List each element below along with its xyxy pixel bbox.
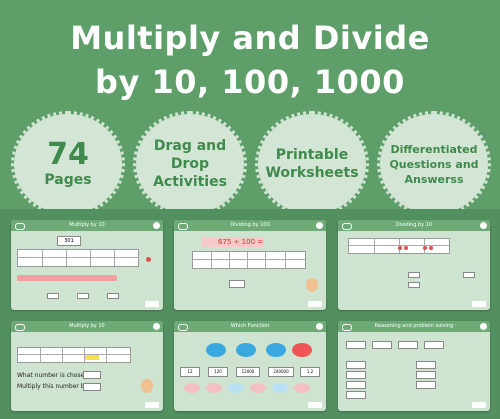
- counter-dot: [146, 257, 151, 262]
- badge-printable-line-2: Worksheets: [265, 165, 359, 181]
- equation-banner: [202, 237, 264, 247]
- function-red: [292, 343, 312, 357]
- prompt-text: Multiply this number by 10.: [17, 383, 100, 390]
- menu-icon: [480, 222, 487, 229]
- slide-preview-1: Multiply by 10 301: [11, 220, 163, 310]
- slide-title-bar: Reasoning and problem solving: [338, 321, 490, 332]
- menu-icon: [316, 323, 323, 330]
- question-text: What number is chosen?: [17, 372, 92, 379]
- next-button[interactable]: [308, 301, 322, 307]
- answer-field[interactable]: [83, 371, 101, 379]
- title-block: Multiply and Divide by 10, 100, 1000: [0, 0, 500, 112]
- character-icon: [141, 379, 153, 393]
- slide-preview-6: Reasoning and problem solving: [338, 321, 490, 411]
- badge-diff-line-3: Answerss: [404, 172, 464, 186]
- answer-field-2[interactable]: [83, 383, 101, 391]
- badge-drag-line-1: Drag and: [153, 138, 227, 154]
- badge-drag-line-2: Drop: [170, 156, 210, 172]
- logo-icon: [15, 324, 25, 331]
- function-blue-1: [206, 343, 226, 357]
- badge-diff-line-1: Differentiated: [390, 142, 478, 156]
- slide-number: 301: [64, 238, 74, 244]
- next-button[interactable]: [145, 301, 159, 307]
- slide-title-bar: Multiply by 10: [11, 220, 163, 231]
- title-line-1: Multiply and Divide: [70, 19, 430, 57]
- value-4: 240000: [273, 369, 289, 374]
- value-5: 1.2: [306, 369, 314, 374]
- next-button[interactable]: [472, 402, 486, 408]
- next-button[interactable]: [145, 402, 159, 408]
- slide-preview-3: Dividing by 10: [338, 220, 490, 310]
- slide-preview-2: Dividing by 100 675 ÷ 100 =: [174, 220, 326, 310]
- badge-diff-line-2: Questions and: [389, 157, 479, 171]
- slide-title: Dividing by 10: [395, 222, 433, 228]
- badge-pages-label: Pages: [44, 172, 92, 188]
- badge-drag-drop: Drag and Drop Activities: [133, 111, 247, 217]
- next-button[interactable]: [472, 301, 486, 307]
- logo-icon: [178, 223, 188, 230]
- function-blue-2: [236, 343, 256, 357]
- logo-icon: [342, 324, 352, 331]
- menu-icon: [153, 222, 160, 229]
- badge-pages-count: 74: [47, 137, 89, 172]
- badge-printable: Printable Worksheets: [255, 111, 369, 217]
- badge-differentiated: Differentiated Questions and Answerss: [377, 111, 491, 217]
- badge-pages: 74 Pages: [11, 111, 125, 217]
- place-value-table: [192, 251, 306, 269]
- number-box: 301: [57, 236, 81, 246]
- logo-icon: [342, 223, 352, 230]
- logo-icon: [178, 324, 188, 331]
- menu-icon: [316, 222, 323, 229]
- slide-title: Dividing by 100: [230, 222, 270, 228]
- slide-title: Multiply by 10: [69, 222, 105, 228]
- slide-title: Multiply by 10: [69, 323, 105, 329]
- function-blue-3: [266, 343, 286, 357]
- value-3: 12000: [241, 369, 255, 374]
- badge-printable-line-1: Printable: [275, 147, 349, 163]
- logo-icon: [15, 223, 25, 230]
- value-2: 120: [214, 369, 222, 374]
- hint-banner: [17, 275, 117, 281]
- place-value-table: [17, 249, 139, 267]
- equation-text: 675 ÷ 100 =: [218, 238, 264, 246]
- place-value-table: [17, 347, 131, 363]
- slide-title: Reasoning and problem solving: [374, 323, 454, 329]
- menu-icon: [480, 323, 487, 330]
- title-line-2: by 10, 100, 1000: [95, 63, 405, 101]
- value-1: 12: [187, 369, 193, 374]
- slide-preview-5: Which Function 12 120 12000 240000 1.2: [174, 321, 326, 411]
- slide-title-bar: Which Function: [174, 321, 326, 332]
- badge-drag-line-3: Activities: [153, 174, 227, 190]
- slide-preview-4: Multiply by 10 What number is chosen? Mu…: [11, 321, 163, 411]
- slide-title-bar: Dividing by 100: [174, 220, 326, 231]
- menu-icon: [153, 323, 160, 330]
- next-button[interactable]: [308, 402, 322, 408]
- character-icon: [306, 278, 318, 292]
- slide-title: Which Function: [230, 323, 270, 329]
- slide-title-bar: Dividing by 10: [338, 220, 490, 231]
- slide-title-bar: Multiply by 10: [11, 321, 163, 332]
